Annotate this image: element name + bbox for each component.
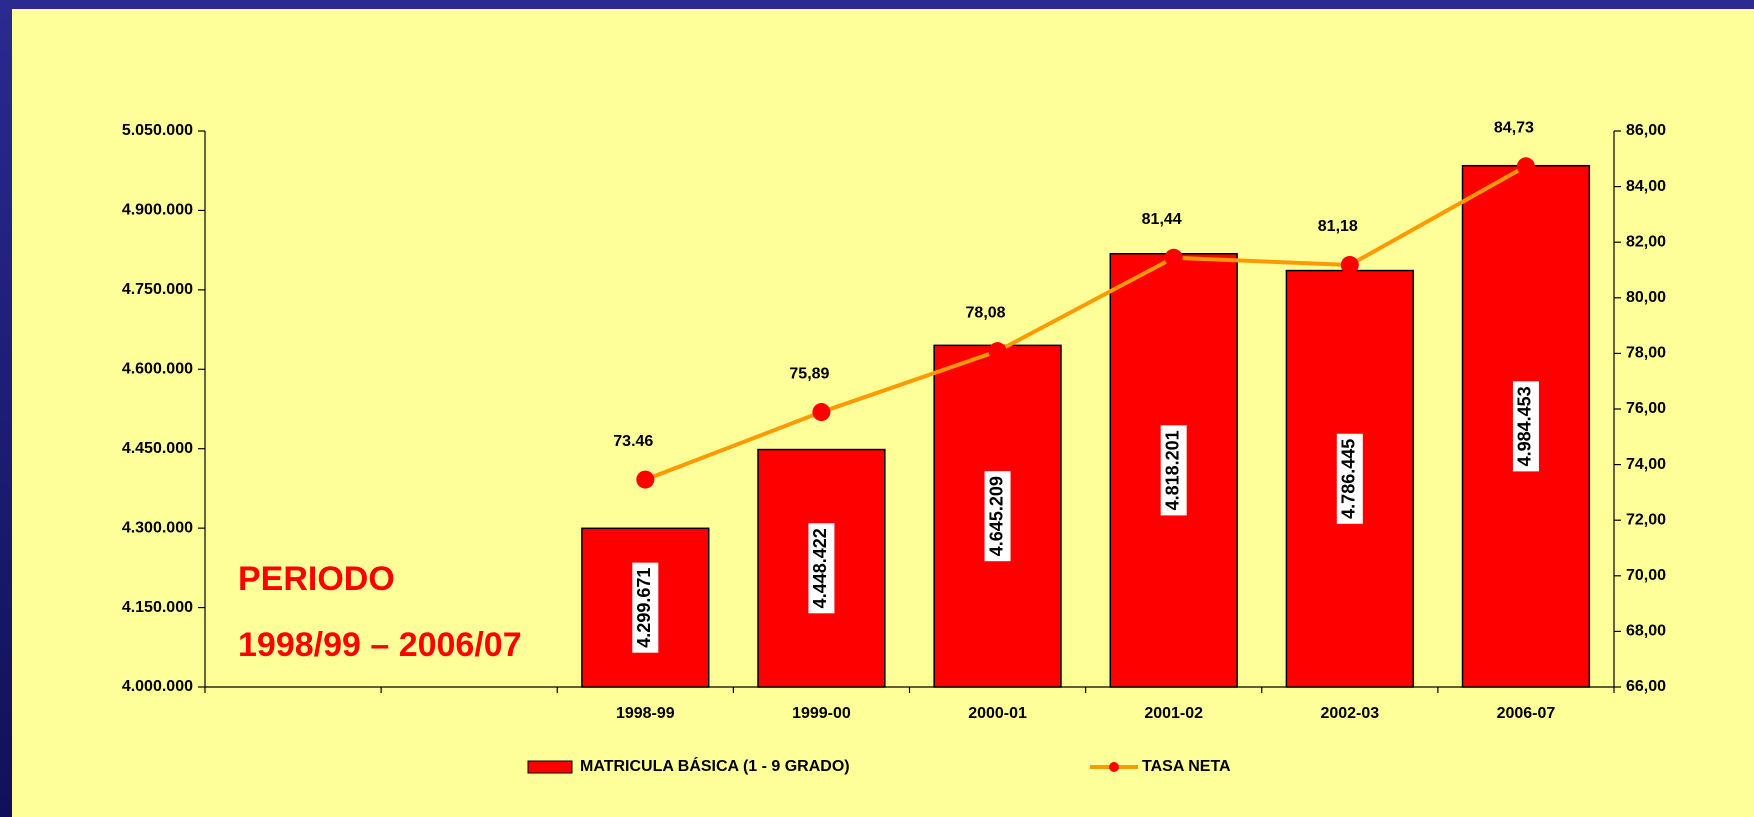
value-label: 4.645.209 bbox=[986, 476, 1006, 556]
value-label: 75,89 bbox=[789, 365, 829, 382]
line-marker bbox=[1516, 157, 1535, 176]
value-label-box bbox=[1160, 425, 1187, 516]
annotation: PERIODO bbox=[238, 560, 395, 598]
value-label-box bbox=[1336, 433, 1363, 524]
y-tick-label: 4.750.000 bbox=[122, 281, 193, 298]
y2-tick-label: 84,00 bbox=[1626, 178, 1666, 195]
value-label: 4.984.453 bbox=[1515, 386, 1535, 466]
legend-label: MATRICULA BÁSICA (1 - 9 GRADO) bbox=[580, 756, 850, 775]
legend-swatch bbox=[527, 760, 573, 774]
x-tick-label: 1999-00 bbox=[792, 705, 851, 722]
x-tick-label: 2006-07 bbox=[1497, 705, 1556, 722]
y-tick-label: 4.900.000 bbox=[122, 202, 193, 219]
value-label-box bbox=[808, 523, 835, 614]
y2-tick-label: 72,00 bbox=[1626, 511, 1666, 528]
value-label: 4.448.422 bbox=[810, 528, 830, 608]
x-tick-label: 2002-03 bbox=[1320, 705, 1379, 722]
value-label: 78,08 bbox=[966, 304, 1006, 321]
value-label: 81,44 bbox=[1142, 211, 1182, 228]
y2-tick-label: 78,00 bbox=[1626, 345, 1666, 362]
legend-marker bbox=[1109, 762, 1119, 772]
y2-tick-label: 82,00 bbox=[1626, 233, 1666, 250]
line-marker bbox=[1164, 248, 1183, 267]
line-marker bbox=[812, 403, 831, 422]
y-tick-label: 4.000.000 bbox=[122, 678, 193, 695]
value-label: 4.786.445 bbox=[1339, 439, 1359, 519]
value-label: 81,18 bbox=[1318, 218, 1358, 235]
value-label: 84,73 bbox=[1494, 120, 1534, 137]
x-tick-label: 2000-01 bbox=[968, 705, 1027, 722]
value-label: 4.299.671 bbox=[634, 568, 654, 648]
legend-label: TASA NETA bbox=[1142, 758, 1231, 775]
y-tick-label: 4.150.000 bbox=[122, 599, 193, 616]
x-tick-label: 2001-02 bbox=[1144, 705, 1203, 722]
line bbox=[644, 164, 1527, 482]
line-marker bbox=[636, 470, 655, 489]
y2-tick-label: 66,00 bbox=[1626, 678, 1666, 695]
y2-tick-label: 74,00 bbox=[1626, 456, 1666, 473]
value-label: 73.46 bbox=[613, 433, 653, 450]
y2-tick-label: 70,00 bbox=[1626, 567, 1666, 584]
value-label-box bbox=[632, 562, 659, 653]
y-tick-label: 4.300.000 bbox=[122, 519, 193, 536]
y-tick-label: 4.600.000 bbox=[122, 361, 193, 378]
line-marker bbox=[988, 342, 1007, 361]
annotation: 1998/99 – 2006/07 bbox=[238, 626, 522, 664]
line-marker bbox=[1340, 255, 1359, 274]
value-label: 4.818.201 bbox=[1162, 430, 1182, 510]
y2-tick-label: 80,00 bbox=[1626, 289, 1666, 306]
y2-tick-label: 68,00 bbox=[1626, 623, 1666, 640]
y2-tick-label: 76,00 bbox=[1626, 400, 1666, 417]
value-label-box bbox=[984, 471, 1011, 562]
y-tick-label: 5.050.000 bbox=[122, 122, 193, 139]
y2-tick-label: 86,00 bbox=[1626, 122, 1666, 139]
y-tick-label: 4.450.000 bbox=[122, 440, 193, 457]
value-label-box bbox=[1512, 381, 1539, 472]
x-tick-label: 1998-99 bbox=[616, 705, 675, 722]
